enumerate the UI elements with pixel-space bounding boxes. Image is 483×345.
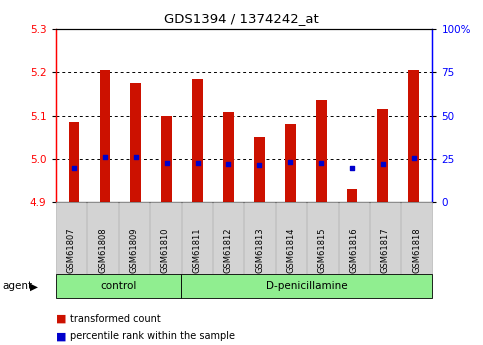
Text: D-penicillamine: D-penicillamine bbox=[266, 282, 347, 291]
Text: GSM61817: GSM61817 bbox=[381, 227, 390, 273]
Text: agent: agent bbox=[2, 282, 32, 291]
Text: ▶: ▶ bbox=[30, 282, 39, 291]
Text: transformed count: transformed count bbox=[70, 314, 161, 324]
Text: GSM61811: GSM61811 bbox=[192, 227, 201, 273]
Text: GSM61814: GSM61814 bbox=[286, 227, 296, 273]
Point bbox=[132, 155, 140, 160]
Bar bbox=[408, 70, 419, 202]
Text: GSM61816: GSM61816 bbox=[349, 227, 358, 273]
Text: ■: ■ bbox=[56, 332, 66, 341]
Bar bbox=[161, 116, 172, 202]
Point bbox=[410, 155, 418, 161]
Bar bbox=[378, 109, 388, 202]
Text: control: control bbox=[100, 282, 137, 291]
Point bbox=[317, 160, 325, 166]
Point bbox=[348, 166, 356, 171]
Text: GSM61807: GSM61807 bbox=[67, 227, 76, 273]
Text: GSM61810: GSM61810 bbox=[161, 227, 170, 273]
Bar bbox=[316, 100, 327, 202]
Text: GSM61809: GSM61809 bbox=[129, 227, 139, 273]
Point bbox=[194, 160, 201, 166]
Text: GSM61812: GSM61812 bbox=[224, 227, 233, 273]
Text: GSM61813: GSM61813 bbox=[255, 227, 264, 273]
Bar bbox=[223, 112, 234, 202]
Point bbox=[286, 159, 294, 165]
Bar bbox=[69, 122, 80, 202]
Text: GSM61818: GSM61818 bbox=[412, 227, 421, 273]
Point bbox=[256, 162, 263, 168]
Text: GDS1394 / 1374242_at: GDS1394 / 1374242_at bbox=[164, 12, 319, 25]
Text: percentile rank within the sample: percentile rank within the sample bbox=[70, 332, 235, 341]
Bar bbox=[347, 189, 357, 202]
Point bbox=[163, 160, 170, 166]
Point bbox=[70, 166, 78, 171]
Text: GSM61808: GSM61808 bbox=[98, 227, 107, 273]
Bar bbox=[192, 79, 203, 202]
Bar bbox=[254, 137, 265, 202]
Text: GSM61815: GSM61815 bbox=[318, 227, 327, 273]
Point bbox=[225, 161, 232, 167]
Point bbox=[101, 154, 109, 159]
Bar bbox=[130, 83, 141, 202]
Text: ■: ■ bbox=[56, 314, 66, 324]
Bar bbox=[285, 124, 296, 202]
Bar bbox=[99, 70, 110, 202]
Point bbox=[379, 161, 387, 167]
